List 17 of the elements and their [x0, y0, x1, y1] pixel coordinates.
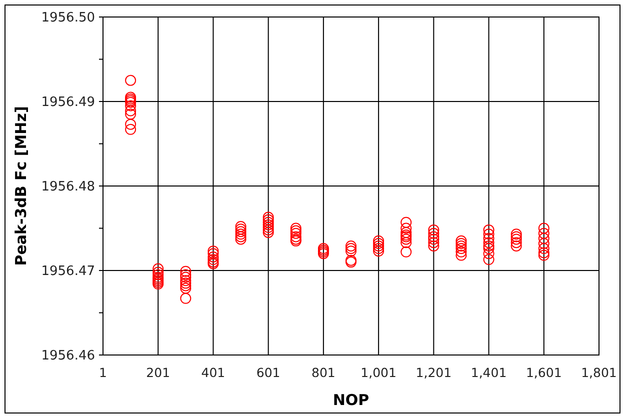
x-tick-label: 401 — [201, 365, 226, 380]
x-tick-label: 1,801 — [581, 365, 617, 380]
y-tick-label: 1956.47 — [41, 264, 95, 280]
x-tick-label: 1,401 — [470, 365, 507, 380]
y-tick-label: 1956.50 — [41, 10, 95, 26]
x-tick-label: 801 — [312, 365, 336, 380]
x-tick-label: 1 — [99, 365, 107, 380]
x-tick-label: 601 — [256, 365, 280, 380]
y-tick-label: 1956.48 — [41, 180, 95, 195]
x-axis-title: NOP — [332, 391, 370, 409]
y-tick-label: 1956.49 — [41, 95, 95, 110]
x-tick-label: 1,601 — [526, 365, 562, 380]
y-tick-label: 1956.46 — [41, 348, 95, 364]
y-axis-title: Peak-3dB Fc [MHz] — [12, 106, 30, 266]
x-tick-label: 1,001 — [360, 365, 396, 380]
x-tick-label: 1,201 — [416, 365, 452, 380]
x-tick-label: 201 — [146, 365, 170, 380]
